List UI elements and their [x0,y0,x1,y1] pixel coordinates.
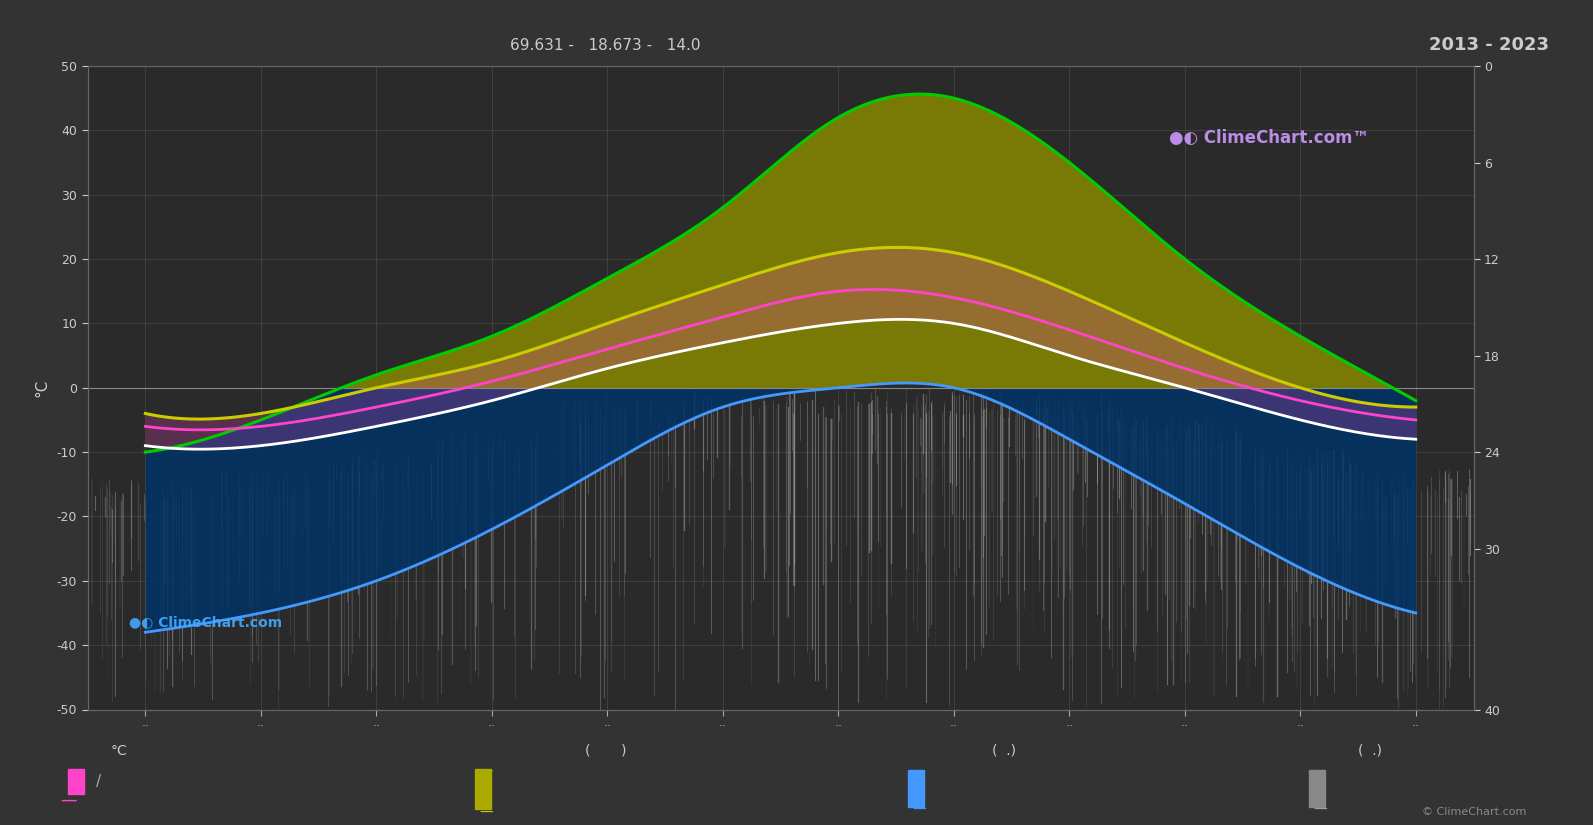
Text: ●◐ ClimeChart.com: ●◐ ClimeChart.com [129,615,282,629]
Text: —: — [479,806,492,820]
Text: (  .): ( .) [1357,744,1383,758]
Text: © ClimeChart.com: © ClimeChart.com [1421,807,1526,817]
Text: —: — [479,765,492,779]
Text: —: — [1314,804,1327,818]
Text: °C: °C [112,744,127,758]
Text: /: / [96,774,102,789]
Y-axis label: °C: °C [35,379,49,397]
Text: —: — [913,804,926,818]
Text: 2013 - 2023: 2013 - 2023 [1429,36,1550,54]
Text: —: — [61,790,76,808]
Text: (  .): ( .) [991,744,1016,758]
Text: ●◐ ClimeChart.com™: ●◐ ClimeChart.com™ [1169,130,1368,147]
Text: (       ): ( ) [585,744,626,758]
Text: 69.631 -   18.673 -   14.0: 69.631 - 18.673 - 14.0 [510,38,701,53]
